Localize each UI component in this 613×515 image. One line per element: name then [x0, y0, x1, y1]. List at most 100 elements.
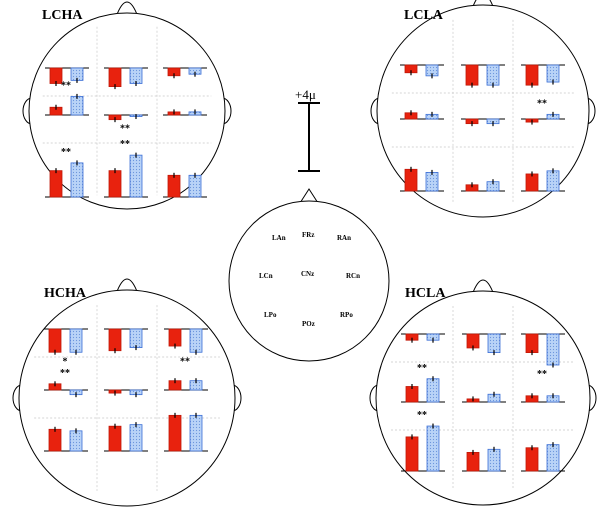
electrode-map-nose	[299, 188, 319, 204]
electrode-map-head	[228, 200, 390, 362]
electrode-cell	[401, 333, 445, 343]
condition-b-bar	[425, 171, 439, 192]
condition-a-bar	[108, 170, 122, 198]
electrode-cell: **	[104, 114, 148, 135]
condition-a-bar	[405, 436, 419, 472]
condition-b-bar	[188, 174, 202, 198]
significance-marker: **	[120, 124, 130, 135]
condition-b-bar	[129, 154, 143, 198]
electrode-cell	[462, 333, 506, 356]
electrode-cell: **	[45, 147, 89, 198]
significance-marker: *	[63, 356, 68, 367]
electrode-cell: *	[44, 328, 88, 367]
significance-marker: **	[417, 363, 427, 374]
condition-a-bar	[466, 451, 480, 472]
electrode-cell	[164, 378, 208, 391]
significance-marker: **	[417, 410, 427, 421]
electrode-cell	[521, 442, 565, 472]
condition-b-bar	[487, 333, 501, 354]
electrode-cell	[104, 328, 148, 354]
condition-a-bar	[525, 173, 539, 192]
electrode-label-lpo: LPo	[264, 311, 277, 319]
head-map-hcha: HCHA* ****	[12, 278, 242, 507]
condition-a-bar	[48, 428, 62, 452]
condition-a-bar	[167, 174, 181, 198]
head-map-hcla: HCLA ** ** **	[369, 279, 597, 506]
electrode-cell	[45, 67, 89, 86]
electrode-label-lcn: LCn	[259, 272, 273, 280]
condition-a-bar	[108, 67, 122, 88]
condition-b-bar	[487, 448, 501, 472]
condition-a-bar	[49, 170, 63, 198]
electrode-label-poz: POz	[302, 320, 315, 328]
condition-b-bar	[426, 378, 440, 403]
electrode-cell: **	[164, 328, 208, 367]
significance-marker: **	[120, 139, 130, 150]
condition-a-bar	[525, 64, 539, 86]
head-outline	[28, 12, 226, 210]
electrode-cell	[163, 67, 207, 79]
electrode-cell: **	[401, 410, 445, 472]
electrode-cell	[400, 166, 444, 192]
electrode-cell: **	[45, 80, 89, 116]
scale-bar-label: +4μ	[295, 87, 316, 102]
electrode-cell: **	[401, 363, 445, 403]
significance-marker: **	[537, 98, 547, 109]
electrode-cell: **	[521, 98, 565, 125]
condition-b-bar	[546, 170, 560, 192]
condition-b-bar	[486, 64, 500, 86]
electrode-cell	[104, 67, 148, 90]
electrode-cell	[521, 168, 565, 192]
condition-b-bar	[546, 333, 560, 366]
condition-a-bar	[525, 333, 539, 354]
electrode-cell	[462, 446, 506, 472]
condition-b-bar	[129, 424, 143, 452]
significance-marker: **	[61, 80, 71, 91]
electrode-cell	[461, 64, 505, 88]
electrode-label-lan: LAn	[272, 234, 286, 242]
electrode-cell	[521, 393, 565, 403]
electrode-cell	[44, 426, 88, 452]
head-maps: LCHA********LCLA**HCHA* ****HCLA******	[12, 0, 597, 507]
significance-marker: **	[180, 356, 190, 367]
condition-b-bar	[70, 96, 84, 116]
scale-bar: +4μ	[295, 87, 320, 172]
condition-b-bar	[546, 444, 560, 472]
condition-b-bar	[189, 328, 203, 353]
head-outline	[18, 289, 236, 507]
electrode-cell	[104, 422, 148, 452]
electrode-cell	[462, 391, 506, 403]
significance-marker: **	[537, 369, 547, 380]
condition-b-bar	[69, 430, 83, 452]
condition-b-bar	[69, 328, 83, 353]
significance-marker: **	[60, 368, 70, 379]
panel-title: LCHA	[42, 8, 83, 23]
condition-a-bar	[168, 328, 182, 347]
condition-a-bar	[168, 414, 182, 452]
electrode-label-rpo: RPo	[340, 311, 353, 319]
condition-a-bar	[404, 168, 418, 192]
electrode-cell	[163, 109, 207, 116]
electrode-map: LAn FRz RAn LCn CNz RCn LPo POz RPo	[228, 188, 390, 362]
electrode-cell: **	[521, 333, 565, 380]
condition-a-bar	[48, 328, 62, 353]
condition-a-bar	[108, 425, 122, 452]
condition-b-bar	[129, 328, 143, 349]
electrode-cell	[163, 172, 207, 198]
electrode-cell	[400, 64, 444, 79]
electrode-cell	[164, 412, 208, 452]
condition-b-bar	[426, 425, 440, 472]
electrode-cell	[400, 110, 444, 120]
panel-title: HCHA	[44, 286, 87, 301]
electrode-cell	[461, 179, 505, 192]
panel-title: HCLA	[405, 286, 446, 301]
head-outline	[376, 4, 590, 218]
condition-b-bar	[189, 414, 203, 452]
head-map-lcla: LCLA **	[370, 0, 596, 218]
electrode-cell	[521, 64, 565, 88]
condition-a-bar	[525, 447, 539, 472]
significance-marker: **	[61, 147, 71, 158]
panel-title: LCLA	[404, 8, 444, 23]
